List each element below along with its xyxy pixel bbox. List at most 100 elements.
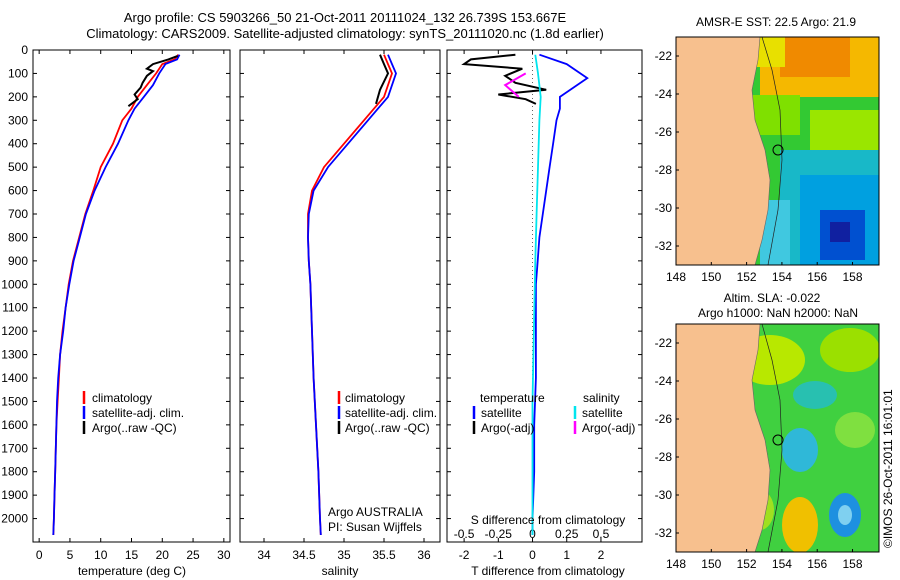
- map-y-tick-label: -32: [655, 526, 673, 540]
- map-x-tick-label: 156: [807, 557, 827, 571]
- map-y-tick-label: -32: [655, 239, 673, 253]
- x-tick-label: 35: [337, 548, 351, 562]
- x-tick-label: 34.5: [292, 548, 316, 562]
- depth-tick-label: 1700: [1, 441, 28, 455]
- temperature-xlabel: temperature (deg C): [78, 564, 186, 578]
- sla-map-subtitle: Argo h1000: NaN h2000: NaN: [698, 306, 858, 320]
- salinity-series: [307, 54, 397, 536]
- legend-label-temp-argo: Argo(-adj): [481, 421, 534, 435]
- depth-tick-label: 1500: [1, 394, 28, 408]
- map-x-tick-label: 150: [701, 270, 721, 284]
- map-x-tick-label: 154: [772, 270, 792, 284]
- float-owner-label: Argo AUSTRALIA: [328, 505, 423, 519]
- sst-argo-marker: [772, 144, 784, 156]
- legend-title-temperature: temperature: [480, 391, 545, 405]
- salinity-panel-frame: [239, 49, 441, 543]
- map-x-tick-label: 154: [772, 557, 792, 571]
- map-y-tick-label: -28: [655, 163, 673, 177]
- depth-tick-label: 1100: [2, 301, 28, 315]
- depth-tick-label: 1900: [1, 488, 28, 502]
- map-y-tick-label: -30: [655, 201, 673, 215]
- legend-title-salinity: salinity: [583, 391, 620, 405]
- legend-label-satellite: satellite-adj. clim.: [345, 406, 437, 420]
- figure-title-line2: Climatology: CARS2009. Satellite-adjuste…: [86, 26, 604, 41]
- map-y-tick-label: -26: [655, 412, 673, 426]
- legend-label-sal-argo: Argo(-adj): [582, 421, 635, 435]
- sla-map-axes: 148 150 152 154 156 158 -22 -24 -26 -28 -30 -32: [655, 336, 863, 571]
- x-tick-label: 2: [598, 548, 605, 562]
- map-x-tick-label: 158: [843, 270, 863, 284]
- s-tick-label: 0.5: [593, 527, 610, 541]
- depth-tick-label: 700: [8, 207, 28, 221]
- difference-panel-frame: [446, 49, 643, 543]
- map-x-tick-label: 152: [737, 557, 757, 571]
- legend-label-sal-satellite: satellite: [582, 406, 623, 420]
- map-y-tick-label: -30: [655, 488, 673, 502]
- series-line-argo-raw-qc-: [375, 54, 390, 105]
- map-x-tick-label: 152: [737, 270, 757, 284]
- x-tick-label: 35.5: [372, 548, 396, 562]
- map-y-tick-label: -26: [655, 125, 673, 139]
- series-line-salinity-argo-adj-: [503, 72, 527, 98]
- x-tick-label: -2: [459, 548, 470, 562]
- depth-tick-label: 800: [8, 230, 28, 244]
- sst-map-frame: [675, 36, 880, 266]
- series-line-satellite-adj-clim-: [307, 54, 397, 536]
- x-tick-label: 0: [36, 548, 43, 562]
- difference-series: [461, 53, 589, 535]
- map-y-tick-label: -22: [655, 336, 673, 350]
- x-tick-label: 0: [529, 548, 536, 562]
- depth-tick-label: 1200: [1, 324, 28, 338]
- map-y-tick-label: -28: [655, 450, 673, 464]
- x-tick-label: 1: [563, 548, 570, 562]
- salinity-difference-xlabel: S difference from climatology: [471, 513, 626, 527]
- difference-xlabel: T difference from climatology: [471, 564, 625, 578]
- series-line-temperature-argo-adj-: [461, 53, 547, 105]
- map-x-tick-label: 148: [666, 270, 686, 284]
- depth-tick-label: 1300: [1, 348, 28, 362]
- sst-map-axes: 148 150 152 154 156 158 -22 -24 -26 -28 -30 -32: [655, 49, 863, 284]
- sla-argo-marker: [772, 434, 784, 446]
- x-tick-label: 15: [125, 548, 139, 562]
- difference-axes: -2 -1 0 1 2-0.5 -0.25 0 0.25 0.5: [447, 49, 642, 562]
- temperature-series: [52, 54, 181, 536]
- depth-tick-label: 1600: [1, 418, 28, 432]
- legend-label-argo: Argo(..raw -QC): [92, 421, 177, 435]
- sla-map-image: [676, 324, 879, 552]
- depth-tick-label: 600: [8, 184, 28, 198]
- s-tick-label: 0.25: [555, 527, 579, 541]
- temperature-axes: 0 5 10 15 20 25 30: [33, 49, 231, 562]
- sst-map-image: [676, 37, 879, 265]
- map-x-tick-label: 148: [666, 557, 686, 571]
- salinity-axes: 34 34.5 35 35.5 36: [240, 49, 440, 562]
- map-x-tick-label: 156: [807, 270, 827, 284]
- temperature-panel-frame: [32, 49, 231, 543]
- x-tick-label: -1: [493, 548, 504, 562]
- map-x-tick-label: 158: [843, 557, 863, 571]
- depth-tick-label: 400: [8, 137, 28, 151]
- depth-tick-label: 500: [8, 160, 28, 174]
- difference-legend: temperature salinity satellite Argo(-adj…: [472, 391, 635, 435]
- map-x-tick-label: 150: [701, 557, 721, 571]
- series-line-satellite-adj-clim-: [52, 54, 181, 536]
- float-pi-label: PI: Susan Wijffels: [328, 520, 422, 534]
- x-tick-label: 30: [217, 548, 231, 562]
- x-tick-label: 5: [67, 548, 74, 562]
- depth-tick-label: 1000: [1, 277, 28, 291]
- map-y-tick-label: -24: [655, 87, 673, 101]
- sla-map-title: Altim. SLA: -0.022: [724, 291, 821, 305]
- credit-text: ©IMOS 26-Oct-2011 16:01:01: [881, 389, 895, 548]
- map-y-tick-label: -22: [655, 49, 673, 63]
- legend-label-satellite: satellite-adj. clim.: [92, 406, 184, 420]
- salinity-xlabel: salinity: [322, 564, 359, 578]
- depth-tick-label: 200: [8, 90, 28, 104]
- x-tick-label: 10: [94, 548, 108, 562]
- x-tick-label: 25: [186, 548, 200, 562]
- legend-label-temp-satellite: satellite: [481, 406, 522, 420]
- x-tick-label: 34: [257, 548, 271, 562]
- sla-map-frame: [675, 323, 880, 553]
- depth-tick-label: 300: [8, 113, 28, 127]
- s-tick-label: -0.5: [454, 527, 475, 541]
- depth-tick-label: 100: [8, 66, 28, 80]
